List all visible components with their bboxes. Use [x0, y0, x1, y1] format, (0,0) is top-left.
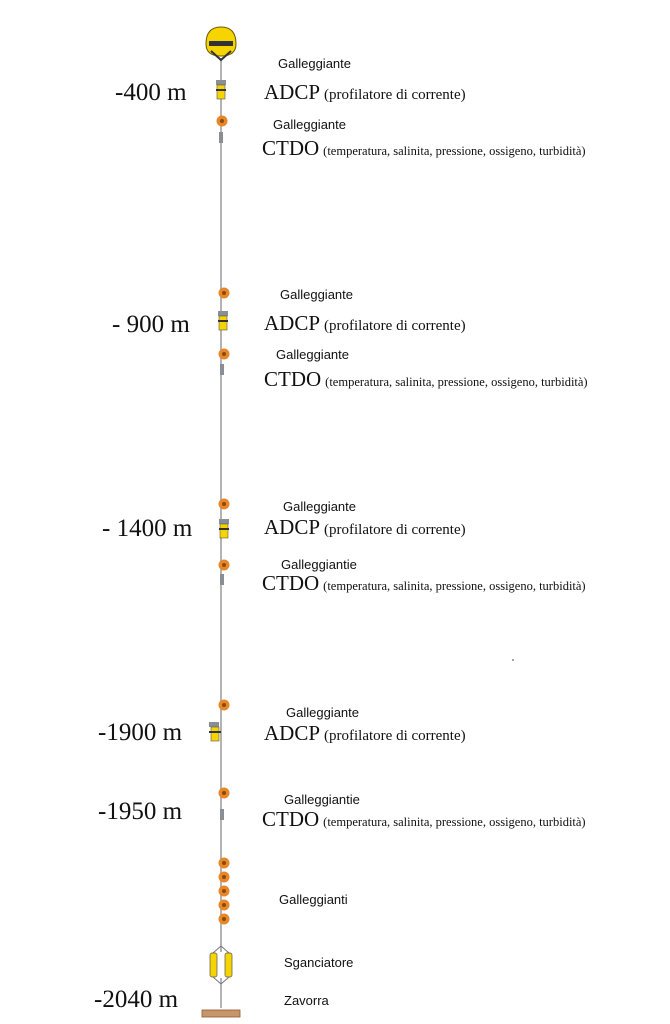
- adcp-label-400: ADCP (profilatore di corrente): [264, 82, 466, 103]
- depth-label-1950: -1950 m: [98, 798, 183, 825]
- adcp-name: ADCP: [264, 515, 321, 539]
- ctdo-label-1400: CTDO (temperatura, salinita, pressione, …: [262, 573, 586, 594]
- adcp-description: (profilatore di corrente): [324, 522, 466, 538]
- float-4: [218, 348, 230, 360]
- float-label-1: Galleggiante: [278, 56, 351, 71]
- anchor-weight: [201, 1009, 241, 1018]
- ctdo-description: (temperatura, salinita, pressione, ossig…: [323, 579, 586, 593]
- float-stack: [218, 857, 230, 925]
- ctdo-instrument-400: [219, 132, 223, 143]
- adcp-name: ADCP: [264, 80, 321, 104]
- depth-label-1900: -1900 m: [98, 719, 183, 746]
- float-8: [218, 787, 230, 799]
- float-label-6: Galleggiantie: [281, 557, 357, 572]
- ctdo-name: CTDO: [264, 367, 322, 391]
- adcp-description: (profilatore di corrente): [324, 728, 466, 744]
- surface-buoy: [205, 26, 237, 62]
- float-label-4: Galleggiante: [276, 347, 349, 362]
- ctdo-label-1950: CTDO (temperatura, salinita, pressione, …: [262, 809, 586, 830]
- adcp-instrument-1900: [209, 722, 221, 742]
- ctdo-label-900: CTDO (temperatura, salinita, pressione, …: [264, 369, 588, 390]
- float-1: [216, 115, 228, 127]
- ctdo-description: (temperatura, salinita, pressione, ossig…: [323, 815, 586, 829]
- float-label-7: Galleggiante: [286, 705, 359, 720]
- float-6: [218, 559, 230, 571]
- adcp-instrument-1400: [219, 519, 229, 539]
- ctdo-instrument-1400: [220, 574, 224, 585]
- depth-label-1400: - 1400 m: [102, 515, 193, 542]
- adcp-label-1900: ADCP (profilatore di corrente): [264, 723, 466, 744]
- float-label-2: Galleggiante: [273, 117, 346, 132]
- adcp-name: ADCP: [264, 311, 321, 335]
- depth-label-900: - 900 m: [112, 311, 190, 338]
- float-label-8: Galleggiantie: [284, 792, 360, 807]
- acoustic-release: [209, 945, 233, 985]
- adcp-instrument-400: [216, 80, 226, 100]
- float-3: [218, 287, 230, 299]
- float-label-3: Galleggiante: [280, 287, 353, 302]
- ctdo-description: (temperatura, salinita, pressione, ossig…: [323, 144, 586, 158]
- float-7: [218, 699, 230, 711]
- speck-dot: [512, 659, 514, 661]
- ctdo-instrument-900: [220, 364, 224, 375]
- depth-label-2040: -2040 m: [94, 986, 179, 1013]
- release-label: Sganciatore: [284, 955, 354, 970]
- ctdo-name: CTDO: [262, 571, 320, 595]
- ctdo-instrument-1950: [220, 809, 224, 820]
- adcp-label-1400: ADCP (profilatore di corrente): [264, 517, 466, 538]
- float-5: [218, 498, 230, 510]
- adcp-instrument-900: [218, 311, 228, 331]
- adcp-label-900: ADCP (profilatore di corrente): [264, 313, 466, 334]
- float-label-stack: Galleggianti: [279, 892, 348, 907]
- anchor-label: Zavorra: [284, 993, 329, 1008]
- ctdo-name: CTDO: [262, 807, 320, 831]
- ctdo-description: (temperatura, salinita, pressione, ossig…: [325, 375, 588, 389]
- adcp-description: (profilatore di corrente): [324, 318, 466, 334]
- ctdo-name: CTDO: [262, 136, 320, 160]
- ctdo-label-400: CTDO (temperatura, salinita, pressione, …: [262, 138, 586, 159]
- float-label-5: Galleggiante: [283, 499, 356, 514]
- adcp-name: ADCP: [264, 721, 321, 745]
- adcp-description: (profilatore di corrente): [324, 87, 466, 103]
- depth-label-400: -400 m: [115, 79, 187, 106]
